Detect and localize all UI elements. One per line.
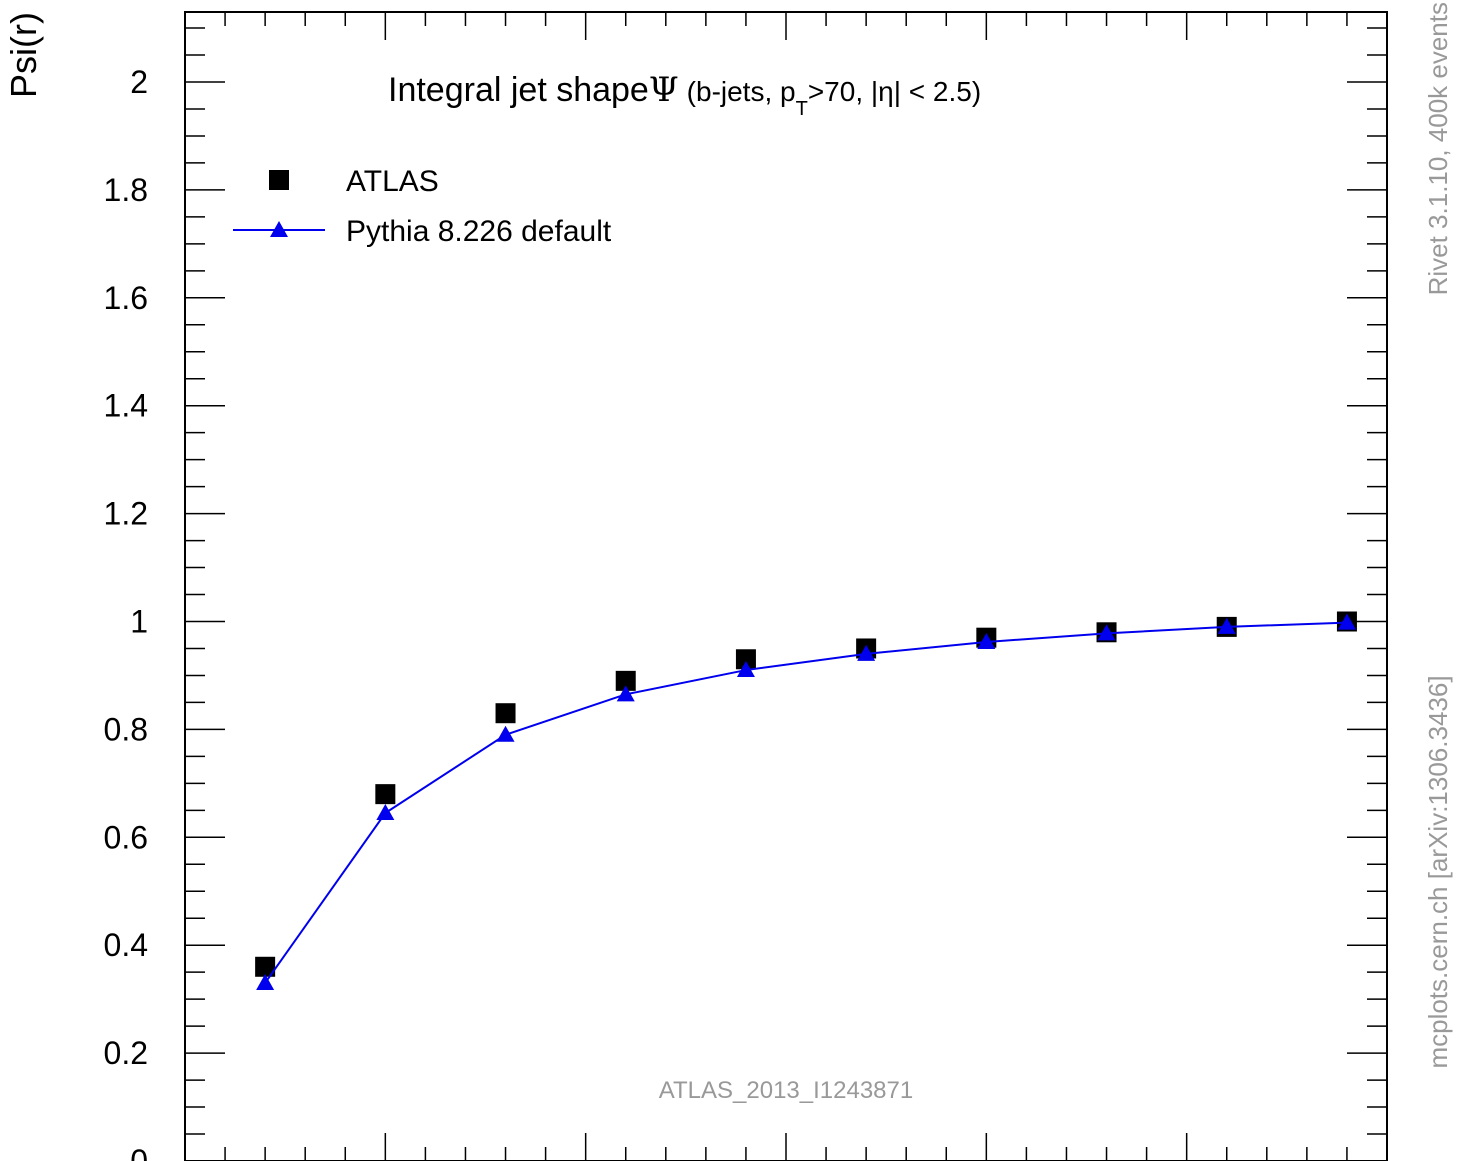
title-main: Integral jet shape xyxy=(388,71,649,109)
y-tick-label: 0.2 xyxy=(104,1035,148,1071)
pythia-data-point xyxy=(376,804,395,821)
y-tick-label: 1.8 xyxy=(104,172,148,208)
legend-label-pythia: Pythia 8.226 default xyxy=(346,215,612,248)
y-axis-label: Psi(r) xyxy=(3,12,44,98)
atlas-data-point xyxy=(255,956,276,977)
axis-ticks xyxy=(184,12,1388,1161)
y-tick-label: 0.4 xyxy=(104,927,148,963)
chart-title: Integral jet shapeΨ (b-jets, pT>70, |η| <… xyxy=(388,70,981,120)
y-tick-label: 0 xyxy=(130,1143,148,1161)
legend-marker-pythia xyxy=(270,221,288,237)
y-tick-label: 1.2 xyxy=(104,496,148,532)
title-details-suffix: >70, |η| < 2.5) xyxy=(808,76,981,107)
title-symbol: Ψ xyxy=(649,70,679,110)
pythia-data-point xyxy=(496,725,515,742)
side-label-rivet: Rivet 3.1.10, 400k events xyxy=(1423,2,1453,295)
atlas-data-point xyxy=(375,784,396,805)
atlas-data-point xyxy=(615,670,636,691)
y-tick-label: 1.6 xyxy=(104,280,148,316)
legend: ATLAS Pythia 8.226 default xyxy=(233,165,612,248)
pythia-data-point xyxy=(736,661,755,678)
y-tick-label: 2 xyxy=(130,64,148,100)
y-tick-label: 1.4 xyxy=(104,388,148,424)
y-tick-labels: 0 0.2 0.4 0.6 0.8 1 1.2 1.4 1.6 1.8 2 xyxy=(104,64,148,1161)
pythia-data-point xyxy=(857,644,876,661)
y-tick-label: 0.6 xyxy=(104,819,148,855)
pythia-data-point xyxy=(1097,624,1116,641)
pythia-data-point xyxy=(256,973,275,990)
atlas-data-point xyxy=(495,703,516,724)
title-details-sub: T xyxy=(796,98,808,120)
legend-label-atlas: ATLAS xyxy=(346,165,439,198)
plot-frame xyxy=(184,11,1388,1161)
pythia-series-line xyxy=(264,621,1347,984)
pythia-data-point xyxy=(1337,613,1356,630)
analysis-id-label: ATLAS_2013_I1243871 xyxy=(659,1077,913,1104)
y-tick-label: 1 xyxy=(130,604,148,640)
pythia-data-point xyxy=(977,633,996,650)
pythia-data-point xyxy=(616,685,635,702)
pythia-data-point xyxy=(1217,617,1236,634)
atlas-data-point xyxy=(735,649,756,670)
side-label-mcplots: mcplots.cern.ch [arXiv:1306.3436] xyxy=(1423,675,1453,1068)
title-details-prefix: (b-jets, p xyxy=(687,76,796,107)
y-tick-label: 0.8 xyxy=(104,711,148,747)
series-layer xyxy=(255,611,1357,990)
legend-marker-atlas xyxy=(269,170,289,190)
